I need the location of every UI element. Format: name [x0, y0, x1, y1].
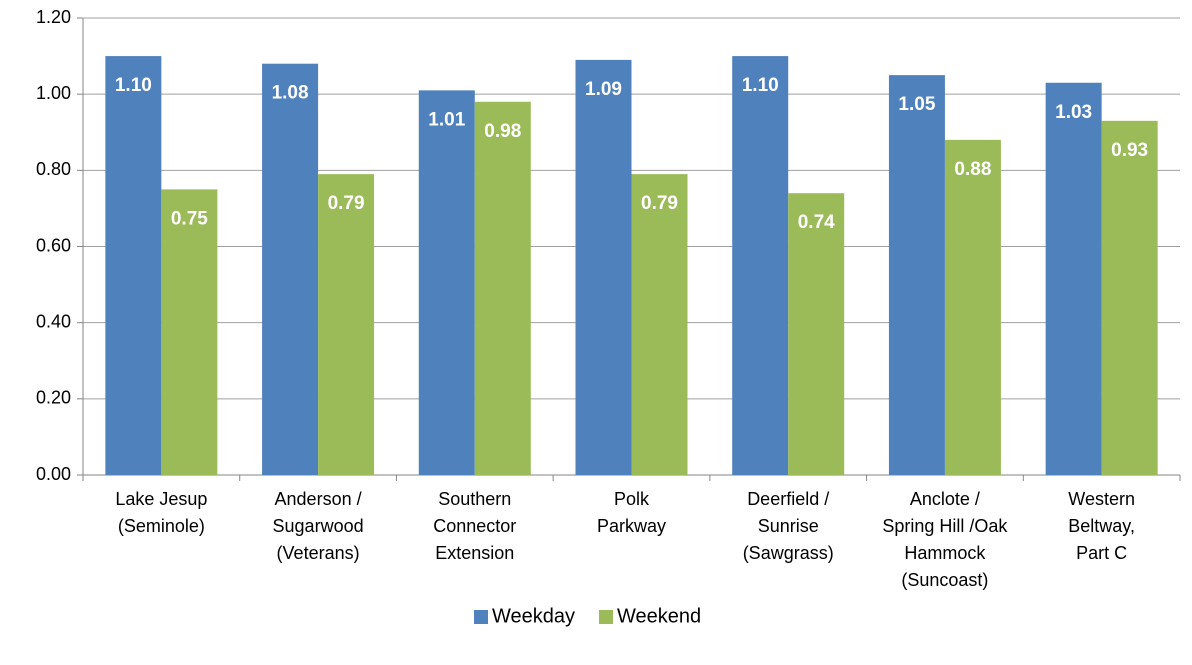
x-tick-label-line: (Veterans): [277, 543, 360, 563]
y-tick-label: 1.00: [36, 83, 71, 103]
x-tick-label: Deerfield / Sunrise (Sawgrass): [743, 489, 834, 563]
legend-swatch: [474, 610, 488, 624]
x-tick-label-line: Beltway,: [1068, 516, 1135, 536]
data-label: 1.10: [742, 75, 779, 96]
bar: [888, 75, 945, 475]
x-tick-label-line: Sugarwood: [273, 516, 364, 536]
x-tick-label-line: Sunrise: [758, 516, 819, 536]
data-label: 1.09: [585, 79, 622, 100]
data-label: 0.79: [328, 193, 365, 214]
bar: [732, 56, 789, 475]
bar: [262, 63, 319, 475]
data-label: 0.88: [954, 159, 991, 180]
data-label: 1.03: [1055, 102, 1092, 123]
data-label: 1.10: [115, 75, 152, 96]
x-tick-label-line: Anderson /: [275, 489, 362, 509]
x-tick-label: Anderson / Sugarwood (Veterans): [273, 489, 364, 563]
bar: [105, 56, 162, 475]
x-tick-label-line: (Seminole): [118, 516, 205, 536]
x-tick-label-line: Part C: [1076, 543, 1127, 563]
data-label: 0.79: [641, 193, 678, 214]
x-tick-label-line: Deerfield /: [747, 489, 829, 509]
x-tick-label: Polk Parkway: [597, 489, 666, 536]
data-label: 0.93: [1111, 140, 1148, 161]
bar: [944, 139, 1001, 475]
bar: [474, 101, 531, 476]
legend-swatch: [599, 610, 614, 624]
bar: [161, 189, 218, 475]
data-label: 1.05: [898, 94, 935, 115]
y-tick-label: 0.60: [36, 235, 71, 255]
bar: [631, 174, 688, 475]
data-label: 0.98: [484, 121, 521, 142]
x-tick-label-line: (Sawgrass): [743, 543, 834, 563]
y-tick-label: 0.00: [36, 464, 71, 484]
x-tick-label: Lake Jesup (Seminole): [115, 489, 207, 536]
bar: [575, 59, 632, 476]
bar: [318, 174, 375, 475]
legend-label: Weekday: [492, 605, 575, 627]
x-tick-label-line: Connector: [433, 516, 516, 536]
bar: [788, 193, 845, 475]
x-tick-label-line: Extension: [435, 543, 514, 563]
bar: [418, 90, 475, 475]
data-label: 1.01: [428, 109, 465, 130]
y-tick-label: 0.20: [36, 388, 71, 408]
y-tick-label: 1.20: [36, 7, 71, 27]
x-tick-label-line: Parkway: [597, 516, 666, 536]
x-tick-label-line: Polk: [614, 489, 650, 509]
x-tick-label-line: Lake Jesup: [115, 489, 207, 509]
legend-label: Weekend: [617, 605, 701, 627]
data-label: 1.08: [272, 83, 309, 104]
x-tick-label-line: Spring Hill /Oak: [882, 516, 1008, 536]
x-tick-label: Southern Connector Extension: [433, 489, 516, 563]
x-tick-label-line: Western: [1068, 489, 1135, 509]
x-tick-label-line: Southern: [438, 489, 511, 509]
y-tick-label: 0.80: [36, 159, 71, 179]
data-label: 0.74: [798, 212, 835, 233]
bar: [1045, 82, 1102, 475]
y-tick-label: 0.40: [36, 311, 71, 331]
x-tick-label: Western Beltway, Part C: [1068, 489, 1135, 563]
data-label: 0.75: [171, 208, 208, 229]
x-tick-label: Anclote / Spring Hill /Oak Hammock (Suncoas…: [882, 489, 1008, 590]
x-tick-label-line: Anclote /: [910, 489, 980, 509]
x-tick-label-line: Hammock: [904, 543, 986, 563]
bar: [1101, 120, 1158, 475]
x-tick-label-line: (Suncoast): [901, 570, 988, 590]
